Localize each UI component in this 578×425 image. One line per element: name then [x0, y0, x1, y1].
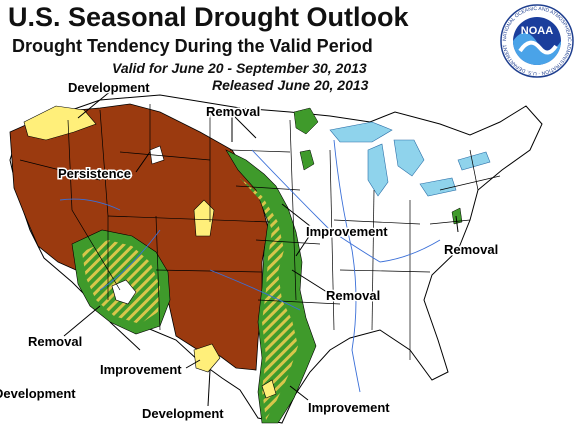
map-subtitle: Drought Tendency During the Valid Period [12, 36, 373, 56]
label-removal-north: Removal [206, 104, 260, 119]
noaa-logo: NOAA NATIONAL OCEANIC AND ATMOSPHERIC AD… [500, 4, 574, 78]
label-development-northwest: Development [68, 80, 150, 95]
improvement-hatch-plains [240, 178, 298, 420]
state-boundaries [19, 104, 501, 360]
improvement-patch-midwest [299, 149, 315, 171]
logo-text: NOAA [521, 25, 553, 37]
map-title: U.S. Seasonal Drought Outlook [8, 2, 409, 32]
release-date: Released June 20, 2013 [212, 77, 369, 93]
development-area-texas [261, 379, 277, 399]
label-development-south: Development [142, 406, 224, 421]
label-improvement-texas: Improvement [308, 400, 390, 415]
valid-period: Valid for June 20 - September 30, 2013 [112, 60, 367, 76]
great-lakes [329, 121, 491, 197]
rivers [59, 139, 441, 393]
improvement-patch-north [293, 107, 319, 135]
label-persistence: Persistence [58, 166, 131, 181]
development-area-central [193, 199, 215, 237]
label-removal-east: Removal [444, 242, 498, 257]
label-improvement-plains: Improvement [306, 224, 388, 239]
label-improvement-southwest: Improvement [100, 362, 182, 377]
persistence-region [9, 103, 269, 371]
improvement-patch-east [451, 207, 463, 225]
label-development-west: Development [0, 386, 76, 401]
development-area-northwest [23, 105, 97, 141]
label-arrows [63, 89, 459, 407]
label-removal-southwest: Removal [28, 334, 82, 349]
label-removal-plains: Removal [326, 288, 380, 303]
development-area-south [193, 343, 221, 373]
